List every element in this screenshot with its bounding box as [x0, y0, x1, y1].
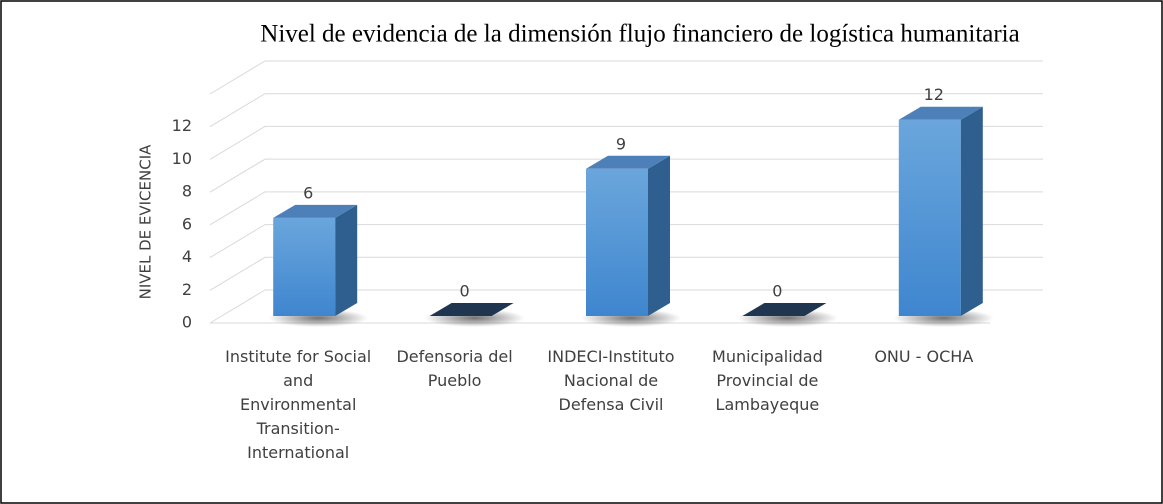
bar-side: [648, 155, 670, 316]
x-tick-label: Municipalidad Provincial de Lambayeque: [712, 347, 823, 414]
x-tick-label: Defensoria del Pueblo: [396, 347, 513, 390]
value-label: 6: [303, 183, 313, 202]
bar-top: [898, 106, 983, 120]
x-tick-label: INDECI-Instituto Nacional de Defensa Civ…: [547, 347, 675, 414]
bar-side: [335, 204, 358, 316]
grid-line: [209, 256, 1043, 291]
chart-title: Nivel de evidencia de la dimensión flujo…: [260, 21, 1019, 48]
grid-line: [209, 125, 1043, 160]
value-label: 12: [924, 85, 944, 104]
bar-top: [429, 303, 514, 316]
grid-line: [209, 289, 1043, 324]
y-tick-label: 12: [172, 116, 192, 135]
wall-edge: [209, 60, 1043, 95]
value-label: 0: [772, 282, 782, 301]
bar-side: [960, 106, 983, 316]
y-tick-label: 4: [182, 247, 192, 266]
bar: [273, 217, 336, 316]
value-label: 0: [460, 282, 470, 301]
y-tick-label: 10: [172, 149, 192, 168]
y-tick-label: 2: [182, 280, 192, 299]
bar-top: [586, 155, 670, 169]
grid-line: [209, 93, 1043, 128]
y-axis-label: NIVEL DE EVICENCIA: [137, 144, 155, 300]
x-tick-label: ONU - OCHA: [874, 347, 974, 366]
grid-line: [209, 224, 1043, 259]
grid-line: [209, 158, 1043, 193]
value-label: 9: [616, 134, 626, 153]
y-tick-label: 6: [182, 214, 192, 233]
bar: [898, 119, 961, 316]
grid-line: [209, 191, 1043, 226]
bar-top: [742, 303, 827, 316]
x-tick-label: Institute for Social and Environmental T…: [225, 347, 372, 462]
y-tick-label: 8: [182, 182, 192, 201]
bar: [586, 168, 648, 316]
y-tick-label: 0: [182, 313, 192, 332]
bar-top: [273, 204, 358, 218]
